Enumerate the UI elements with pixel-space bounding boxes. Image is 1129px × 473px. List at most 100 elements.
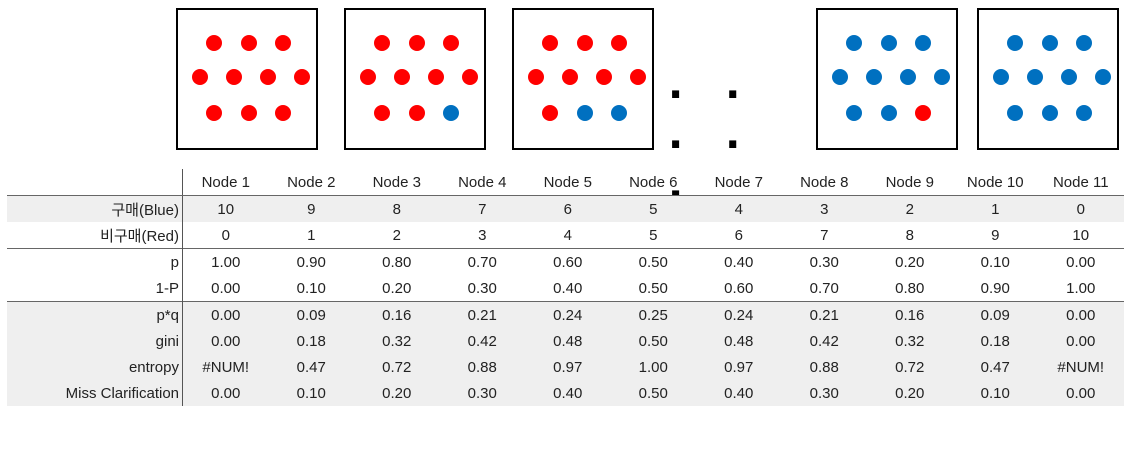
table-cell: 6 <box>525 196 611 223</box>
red-dot <box>630 69 646 85</box>
table-cell: 0.50 <box>611 249 697 276</box>
red-dot <box>294 69 310 85</box>
table-cell: #NUM! <box>183 354 269 380</box>
table-cell: 0.09 <box>953 302 1039 329</box>
table-cell: 0.80 <box>354 249 440 276</box>
red-dot <box>443 35 459 51</box>
blue-dot <box>1007 35 1023 51</box>
red-dot <box>462 69 478 85</box>
table-cell: 0.00 <box>1038 380 1124 406</box>
table-cell: 5 <box>611 196 697 223</box>
table-row: entropy #NUM! 0.47 0.72 0.88 0.97 1.00 0.97 0.88… <box>7 354 1124 380</box>
table-cell: 1.00 <box>611 354 697 380</box>
red-dot <box>577 35 593 51</box>
table-cell: 5 <box>611 222 697 249</box>
table-cell: 0.40 <box>696 249 782 276</box>
table-row: p 1.00 0.90 0.80 0.70 0.60 0.50 0.40 0.30 0.20 0.1… <box>7 249 1124 276</box>
red-dot <box>206 105 222 121</box>
blue-dot <box>443 105 459 121</box>
table-header-row: Node 1 Node 2 Node 3 Node 4 Node 5 Node … <box>7 169 1124 196</box>
red-dot <box>528 69 544 85</box>
table-cell: 0.00 <box>183 302 269 329</box>
blue-dot <box>1027 69 1043 85</box>
table-cell: 1.00 <box>183 249 269 276</box>
red-dot <box>409 35 425 51</box>
header-node-2: Node 2 <box>269 169 355 196</box>
table-cell: 0.00 <box>1038 302 1124 329</box>
table-cell: 0.20 <box>867 249 953 276</box>
table-cell: 4 <box>525 222 611 249</box>
header-node-7: Node 7 <box>696 169 782 196</box>
red-dot <box>360 69 376 85</box>
table-row: 1-P 0.00 0.10 0.20 0.30 0.40 0.50 0.60 0.70 0.80 0… <box>7 275 1124 302</box>
blue-dot <box>1042 105 1058 121</box>
table-row: p*q 0.00 0.09 0.16 0.21 0.24 0.25 0.24 0.21 0.16 0… <box>7 302 1124 329</box>
red-dot <box>275 105 291 121</box>
table-cell: 0.20 <box>354 275 440 302</box>
header-node-11: Node 11 <box>1038 169 1124 196</box>
row-label: 비구매(Red) <box>7 222 183 249</box>
table-cell: 0.18 <box>269 328 355 354</box>
red-dot <box>260 69 276 85</box>
table-cell: 0.70 <box>782 275 868 302</box>
table-cell: 1 <box>269 222 355 249</box>
header-node-5: Node 5 <box>525 169 611 196</box>
table-cell: 10 <box>1038 222 1124 249</box>
table-cell: 0.50 <box>611 275 697 302</box>
table-row: 비구매(Red) 0 1 2 3 4 5 6 7 8 9 10 <box>7 222 1124 249</box>
box-node-3 <box>512 8 654 150</box>
table-cell: 1 <box>953 196 1039 223</box>
table-cell: 0.42 <box>782 328 868 354</box>
table-cell: 0.10 <box>269 380 355 406</box>
table-cell: 7 <box>782 222 868 249</box>
box-node-1 <box>176 8 318 150</box>
table-cell: 0.50 <box>611 380 697 406</box>
table-row: 구매(Blue) 10 9 8 7 6 5 4 3 2 1 0 <box>7 196 1124 223</box>
row-label: p <box>7 249 183 276</box>
table-cell: 0.40 <box>525 275 611 302</box>
table-cell: 0.47 <box>953 354 1039 380</box>
red-dot <box>374 105 390 121</box>
table-cell: 1.00 <box>1038 275 1124 302</box>
table-cell: 0.25 <box>611 302 697 329</box>
table-cell: 0.00 <box>183 275 269 302</box>
table-cell: 0.20 <box>354 380 440 406</box>
table-cell: 0.00 <box>183 328 269 354</box>
header-node-3: Node 3 <box>354 169 440 196</box>
header-node-1: Node 1 <box>183 169 269 196</box>
table-cell: 2 <box>867 196 953 223</box>
red-dot <box>562 69 578 85</box>
red-dot <box>542 105 558 121</box>
table-cell: 0.09 <box>269 302 355 329</box>
blue-dot <box>915 35 931 51</box>
table-cell: 0.24 <box>525 302 611 329</box>
table-cell: 0.42 <box>440 328 526 354</box>
table-cell: 0.16 <box>354 302 440 329</box>
table-cell: 0.40 <box>525 380 611 406</box>
table-cell: 0.21 <box>782 302 868 329</box>
table-cell: 0.60 <box>696 275 782 302</box>
table-row: Miss Clarification 0.00 0.10 0.20 0.30 0.40 0.… <box>7 380 1124 406</box>
red-dot <box>275 35 291 51</box>
row-label: gini <box>7 328 183 354</box>
red-dot <box>394 69 410 85</box>
row-label: 구매(Blue) <box>7 196 183 223</box>
impurity-table: Node 1 Node 2 Node 3 Node 4 Node 5 Node … <box>7 169 1124 406</box>
blue-dot <box>611 105 627 121</box>
blue-dot <box>577 105 593 121</box>
blue-dot <box>881 105 897 121</box>
table-cell: 2 <box>354 222 440 249</box>
blue-dot <box>846 35 862 51</box>
table-cell: 0.90 <box>269 249 355 276</box>
row-label: 1-P <box>7 275 183 302</box>
table-cell: 9 <box>953 222 1039 249</box>
table-cell: 0.48 <box>696 328 782 354</box>
blue-dot <box>1061 69 1077 85</box>
table-cell: 0.20 <box>867 380 953 406</box>
table-cell: 0.21 <box>440 302 526 329</box>
table-cell: 0 <box>183 222 269 249</box>
table-cell: 0.00 <box>183 380 269 406</box>
red-dot <box>409 105 425 121</box>
table-cell: 9 <box>269 196 355 223</box>
table-cell: 0.00 <box>1038 249 1124 276</box>
